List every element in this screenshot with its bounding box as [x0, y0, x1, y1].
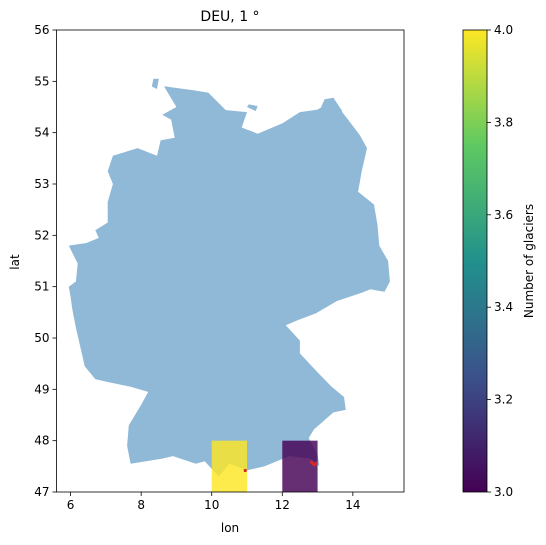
colorbar-tick-label: 3.2: [494, 393, 513, 407]
heatmap-cell: [282, 440, 318, 492]
colorbar-label: Number of glaciers: [522, 204, 536, 318]
y-axis: 47 48 49 50 51 52 53 54 55 56: [34, 23, 57, 499]
colorbar-tick-label: 3.0: [494, 485, 513, 499]
colorbar-tick-label: 3.8: [494, 115, 513, 129]
colorbar: 3.0 3.2 3.4 3.6 3.8 4.0 Number of glaciers: [462, 23, 536, 499]
map-layer: [68, 78, 390, 477]
x-tick-label: 10: [204, 498, 219, 512]
glacier-point-layer: [243, 460, 318, 473]
island-shape: [151, 78, 159, 89]
chart-title: DEU, 1 °: [200, 9, 259, 25]
glacier-point: [243, 468, 247, 473]
grid-cell-layer: [211, 440, 318, 492]
colorbar-gradient: [462, 29, 488, 493]
colorbar-tick-label: 4.0: [494, 23, 513, 37]
colorbar-tick-label: 3.4: [494, 300, 513, 314]
y-tick-label: 53: [34, 177, 49, 191]
y-tick-label: 56: [34, 23, 49, 37]
plot-frame: [56, 29, 405, 493]
y-tick-label: 47: [34, 485, 49, 499]
island-shape: [247, 104, 258, 112]
y-tick-label: 55: [34, 74, 49, 88]
colorbar-tick-label: 3.6: [494, 208, 513, 222]
y-tick-label: 54: [34, 126, 49, 140]
y-tick-label: 49: [34, 382, 49, 396]
island-shape: [321, 97, 343, 115]
glacier-point: [314, 461, 318, 465]
x-axis: 6 8 10 12 14: [67, 492, 360, 512]
y-tick-label: 50: [34, 331, 49, 345]
y-axis-label: lat: [8, 254, 22, 270]
y-tick-label: 48: [34, 434, 49, 448]
x-tick-label: 6: [67, 498, 75, 512]
y-tick-label: 52: [34, 228, 49, 242]
colorbar-ticks: 3.0 3.2 3.4 3.6 3.8 4.0: [487, 23, 513, 499]
x-tick-label: 8: [137, 498, 145, 512]
heatmap-cell: [211, 440, 248, 492]
country-shape: [68, 86, 390, 477]
x-tick-label: 12: [275, 498, 290, 512]
y-tick-label: 51: [34, 280, 49, 294]
x-tick-label: 14: [345, 498, 360, 512]
x-axis-label: lon: [221, 521, 239, 535]
